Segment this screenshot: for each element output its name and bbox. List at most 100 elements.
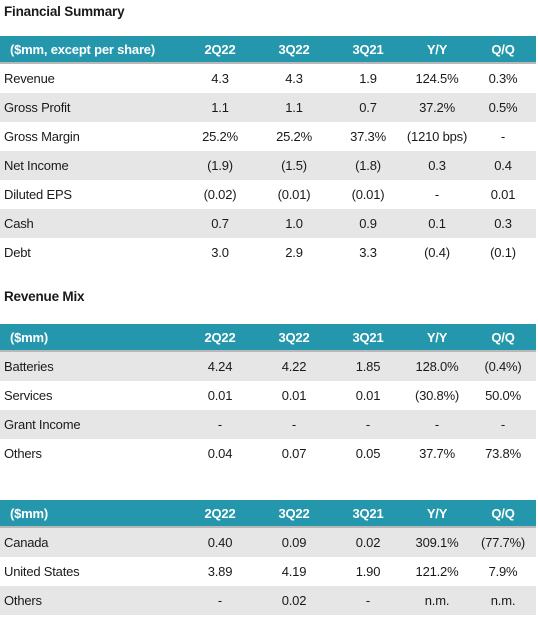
column-header: 2Q22 xyxy=(184,36,256,64)
table-cell: - xyxy=(434,417,440,432)
table-cell: 124.5% xyxy=(415,71,459,86)
table-cell: (30.8%) xyxy=(414,388,460,403)
table-row: Batteries 4.24 4.22 1.85 128.0% (0.4%) xyxy=(0,351,536,381)
table-cell: 25.2% xyxy=(276,129,312,144)
table-header-row: ($mm) 2Q22 3Q22 3Q21 Y/Y Q/Q xyxy=(0,324,536,352)
table-cell: (0.01) xyxy=(351,187,385,202)
table-cell: 0.01 xyxy=(490,187,516,202)
column-header: Y/Y xyxy=(404,36,470,64)
table-cell: 0.01 xyxy=(281,388,307,403)
row-label: Batteries xyxy=(4,359,54,374)
table-cell: 25.2% xyxy=(202,129,238,144)
table-cell: 4.22 xyxy=(281,359,307,374)
table-cell: (0.1) xyxy=(490,245,516,260)
column-header: Q/Q xyxy=(470,36,536,64)
column-header: Q/Q xyxy=(470,324,536,352)
table-cell: - xyxy=(434,187,440,202)
row-label: Others xyxy=(4,593,42,608)
table-cell: 0.1 xyxy=(428,216,446,231)
column-header-label: ($mm, except per share) xyxy=(0,36,184,64)
table-cell: 0.3% xyxy=(488,71,518,86)
table-row: Revenue 4.3 4.3 1.9 124.5% 0.3% xyxy=(0,63,536,93)
row-label: United States xyxy=(4,564,80,579)
table-cell: 121.2% xyxy=(415,564,459,579)
table-cell: 0.3 xyxy=(494,216,512,231)
table-cell: 4.24 xyxy=(207,359,233,374)
table-cell: 0.9 xyxy=(359,216,377,231)
table-cell: 0.7 xyxy=(211,216,229,231)
column-header-label: ($mm) xyxy=(0,500,184,528)
table-header-row: ($mm) 2Q22 3Q22 3Q21 Y/Y Q/Q xyxy=(0,500,536,528)
table-cell: - xyxy=(500,417,506,432)
table-row: Grant Income - - - - - xyxy=(0,410,536,439)
table-cell: - xyxy=(500,129,506,144)
table-row: Others - 0.02 - n.m. n.m. xyxy=(0,586,536,615)
table-cell: 37.2% xyxy=(419,100,455,115)
table-cell: 1.9 xyxy=(359,71,377,86)
table-cell: 1.90 xyxy=(355,564,381,579)
row-label: Diluted EPS xyxy=(4,187,72,202)
column-header: Y/Y xyxy=(404,324,470,352)
table-row: Cash 0.7 1.0 0.9 0.1 0.3 xyxy=(0,209,536,238)
table-cell: 0.04 xyxy=(207,446,233,461)
column-header-label: ($mm) xyxy=(0,324,184,352)
row-label: Net Income xyxy=(4,158,69,173)
table-cell: (0.4%) xyxy=(484,359,522,374)
table-cell: 0.05 xyxy=(355,446,381,461)
table-cell: n.m. xyxy=(424,593,450,608)
table-cell: 1.0 xyxy=(285,216,303,231)
table-cell: 0.02 xyxy=(281,593,307,608)
row-label: Others xyxy=(4,446,42,461)
table-cell: 0.4 xyxy=(494,158,512,173)
row-label: Canada xyxy=(4,535,49,550)
table-cell: - xyxy=(291,417,297,432)
table-cell: 4.3 xyxy=(211,71,229,86)
table-cell: 0.7 xyxy=(359,100,377,115)
column-header: Y/Y xyxy=(404,500,470,528)
table-cell: (1.9) xyxy=(207,158,233,173)
table-cell: (0.02) xyxy=(203,187,237,202)
table-cell: 3.0 xyxy=(211,245,229,260)
table-cell: - xyxy=(217,593,223,608)
table-cell: 1.85 xyxy=(355,359,381,374)
table-cell: - xyxy=(217,417,223,432)
table-cell: 0.01 xyxy=(355,388,381,403)
table-cell: 0.40 xyxy=(207,535,233,550)
financial-summary-table: ($mm, except per share) 2Q22 3Q22 3Q21 Y/Y Q/… xyxy=(0,36,536,267)
table-row: Others 0.04 0.07 0.05 37.7% 73.8% xyxy=(0,439,536,468)
column-header: 3Q22 xyxy=(256,500,332,528)
column-header: 3Q22 xyxy=(256,324,332,352)
table-cell: 0.07 xyxy=(281,446,307,461)
table-cell: 3.89 xyxy=(207,564,233,579)
table-cell: 0.09 xyxy=(281,535,307,550)
table-row: Net Income (1.9) (1.5) (1.8) 0.3 0.4 xyxy=(0,151,536,180)
table-row: Gross Profit 1.1 1.1 0.7 37.2% 0.5% xyxy=(0,93,536,122)
column-header: 2Q22 xyxy=(184,324,256,352)
row-label: Cash xyxy=(4,216,34,231)
column-header: 3Q21 xyxy=(332,36,404,64)
table-row: Canada 0.40 0.09 0.02 309.1% (77.7%) xyxy=(0,527,536,557)
table-cell: 0.5% xyxy=(488,100,518,115)
table-cell: - xyxy=(365,593,371,608)
table-cell: 1.1 xyxy=(285,100,303,115)
table-cell: (1210 bps) xyxy=(406,129,468,144)
table-cell: 73.8% xyxy=(485,446,521,461)
financial-summary-title: Financial Summary xyxy=(4,4,125,19)
column-header: 3Q21 xyxy=(332,324,404,352)
row-label: Revenue xyxy=(4,71,55,86)
geographic-mix-table: ($mm) 2Q22 3Q22 3Q21 Y/Y Q/Q Canada 0.40 0.09 0.… xyxy=(0,500,536,615)
table-cell: 2.9 xyxy=(285,245,303,260)
table-cell: 50.0% xyxy=(485,388,521,403)
table-cell: 4.3 xyxy=(285,71,303,86)
column-header: 2Q22 xyxy=(184,500,256,528)
table-cell: (0.4) xyxy=(424,245,450,260)
table-cell: (77.7%) xyxy=(480,535,526,550)
table-cell: 1.1 xyxy=(211,100,229,115)
revenue-mix-table: ($mm) 2Q22 3Q22 3Q21 Y/Y Q/Q Batteries 4.24 4.2… xyxy=(0,324,536,468)
table-cell: 37.7% xyxy=(419,446,455,461)
table-header-row: ($mm, except per share) 2Q22 3Q22 3Q21 Y/Y Q/… xyxy=(0,36,536,64)
table-cell: (1.5) xyxy=(281,158,307,173)
row-label: Grant Income xyxy=(4,417,81,432)
column-header: 3Q22 xyxy=(256,36,332,64)
row-label: Debt xyxy=(4,245,31,260)
